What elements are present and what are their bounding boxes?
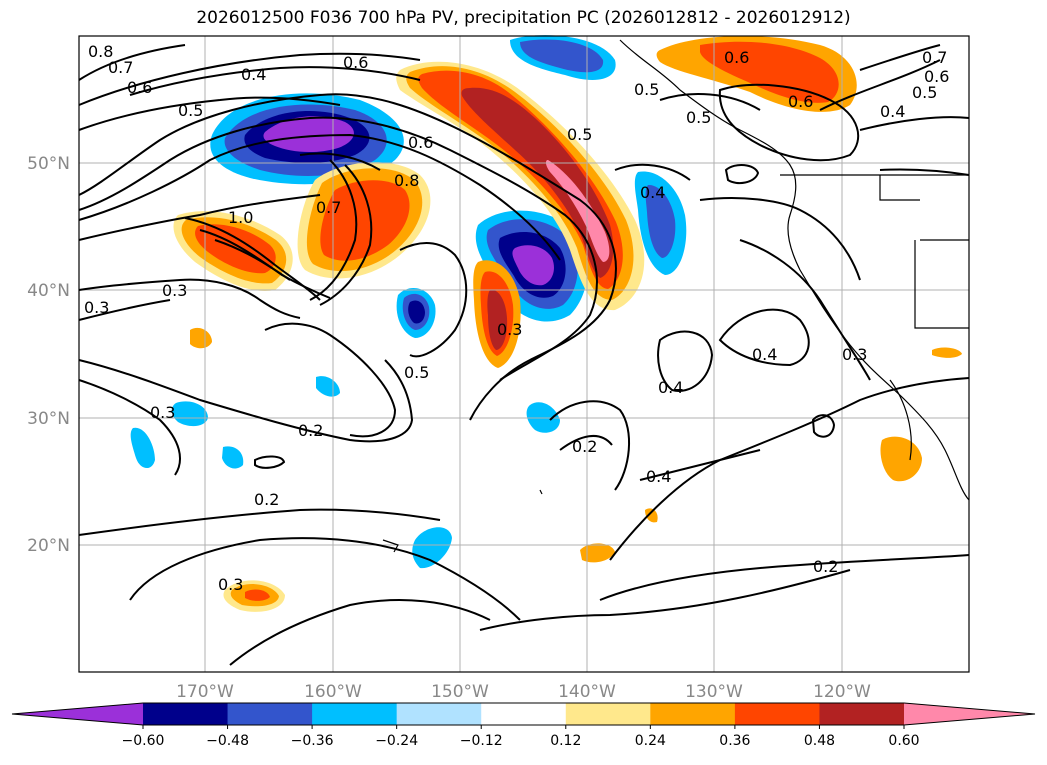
contour-label: 0.4 [658,378,683,397]
longitude-ticks: 170°W 160°W 150°W 140°W 130°W 120°W [176,682,871,702]
contour-label: 0.4 [752,345,777,364]
colorbar-tick-label: −0.60 [122,733,165,749]
lat-tick-label: 40°N [27,281,70,301]
colorbar: −0.60 −0.48 −0.36 −0.24 −0.12 0.12 0.24 0.36 0.4… [11,702,1036,749]
contour-label: 0.2 [813,557,838,576]
lon-tick-label: 130°W [685,682,743,702]
colorbar-tick-label: 0.24 [635,733,666,749]
contour-label: 0.4 [646,467,671,486]
contour-label: 0.6 [408,133,433,152]
contour-label: 0.7 [108,58,133,77]
precip-anomaly-shading [130,35,962,612]
map-frame [78,35,970,673]
contour-label: 0.3 [150,403,175,422]
contour-label: 0.5 [567,125,592,144]
lat-tick-label: 50°N [27,154,70,174]
contour-label: 0.3 [497,320,522,339]
contour-label: 0.4 [880,102,905,121]
map-title: 2026012500 F036 700 hPa PV, precipitatio… [196,8,851,28]
contour-label: 0.6 [127,78,152,97]
coastlines [382,39,970,553]
pv-contours [78,44,970,666]
contour-label: 0.3 [162,281,187,300]
colorbar-cell [143,703,229,725]
contour-label: 0.5 [404,363,429,382]
contour-label: 0.5 [178,101,203,120]
contour-label: 0.7 [316,198,341,217]
colorbar-cell [650,703,736,725]
colorbar-cell [819,703,905,725]
contour-label: 0.2 [254,490,279,509]
colorbar-cell [312,703,398,725]
contour-label: 0.6 [788,92,813,111]
contour-label: 0.2 [572,437,597,456]
contour-label: 0.8 [394,171,419,190]
lon-tick-label: 140°W [558,682,616,702]
contour-label: 0.6 [724,48,749,67]
contour-label: 0.2 [298,421,323,440]
contour-label: 0.4 [640,183,665,202]
contour-label: 0.5 [912,83,937,102]
contour-label: 0.5 [634,80,659,99]
gridlines [79,36,969,672]
contour-label: 0.3 [842,345,867,364]
contour-label: 0.6 [924,67,949,86]
colorbar-tick-label: −0.24 [375,733,418,749]
contour-label: 0.7 [922,48,947,67]
lon-tick-label: 160°W [304,682,362,702]
contour-label: 0.4 [241,65,266,84]
colorbar-tick-label: 0.48 [804,733,835,749]
lon-tick-label: 150°W [431,682,489,702]
contour-label: 0.8 [88,42,113,61]
colorbar-tick-label: 0.12 [550,733,581,749]
colorbar-cell [227,703,313,725]
lat-tick-label: 30°N [27,409,70,429]
colorbar-cell [481,703,567,725]
contour-label: 0.3 [218,575,243,594]
lon-tick-label: 120°W [813,682,871,702]
lon-tick-label: 170°W [176,682,234,702]
colorbar-tick-label: 0.36 [719,733,750,749]
lat-tick-label: 20°N [27,536,70,556]
colorbar-cell [734,703,820,725]
colorbar-extend-max [904,703,1035,725]
contour-labels: 0.8 0.7 0.6 0.5 0.4 0.6 0.5 0.6 0.8 0.7 … [84,42,949,594]
colorbar-tick-label: −0.12 [460,733,503,749]
colorbar-extend-min [12,703,143,725]
contour-label: 0.6 [343,53,368,72]
colorbar-cell [565,703,651,725]
colorbar-tick-label: 0.60 [888,733,919,749]
latitude-ticks: 50°N 40°N 30°N 20°N [27,154,70,556]
colorbar-cell [396,703,482,725]
contour-label: 1.0 [228,208,253,227]
contour-label: 0.3 [84,298,109,317]
contour-label: 0.5 [686,108,711,127]
colorbar-tick-label: −0.36 [291,733,334,749]
colorbar-tick-label: −0.48 [206,733,249,749]
